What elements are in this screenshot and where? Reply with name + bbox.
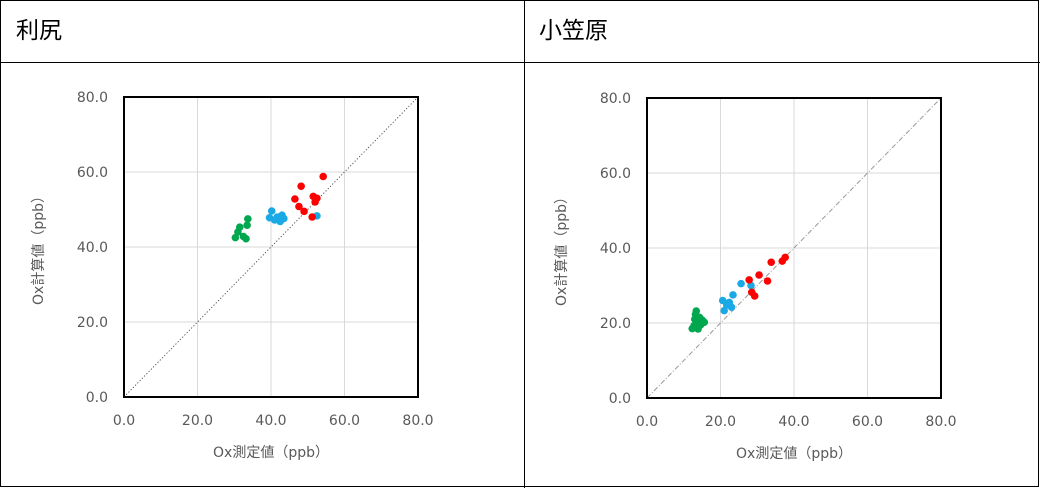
scatter-chart-ogasawara: 0.0 20.0 40.0 60.0 80.0 0.0 20.0 40.0 60.0 80.0 Ox…: [554, 91, 957, 462]
y-tick-label: 80.0: [77, 90, 108, 106]
y-tick-label: 40.0: [77, 240, 108, 256]
x-tick-label: 40.0: [778, 414, 809, 430]
x-tick-label: 60.0: [329, 413, 360, 429]
x-tick-label: 80.0: [402, 413, 433, 429]
data-point: [267, 207, 276, 215]
x-tick-label: 0.0: [113, 413, 135, 429]
data-point: [750, 292, 759, 300]
data-point: [692, 307, 701, 315]
data-point: [729, 291, 737, 299]
data-point: [745, 276, 753, 284]
y-tick-label: 0.0: [86, 390, 108, 406]
data-point: [300, 207, 308, 216]
x-tick-label: 0.0: [636, 414, 658, 430]
x-tick-label: 40.0: [255, 413, 286, 429]
y-tick-label: 40.0: [600, 241, 631, 257]
data-point: [319, 172, 327, 181]
data-point: [781, 253, 789, 262]
header-divider: [0, 62, 1040, 63]
panel-title-ogasawara: 小笠原: [539, 18, 608, 44]
column-divider: [524, 0, 525, 488]
plot-frame: [123, 96, 419, 398]
x-tick-label: 60.0: [852, 414, 883, 430]
x-tick-label: 80.0: [925, 414, 956, 430]
x-tick-label: 20.0: [182, 413, 213, 429]
y-tick-label: 20.0: [77, 315, 108, 331]
data-point: [235, 223, 244, 231]
y-tick-label: 0.0: [609, 391, 631, 407]
x-axis-title: Ox測定値（ppb）: [736, 446, 852, 462]
y-tick-label: 60.0: [77, 165, 108, 181]
data-point: [755, 271, 763, 279]
data-point: [308, 213, 316, 221]
y-tick-label: 80.0: [600, 91, 631, 107]
y-tick-label: 60.0: [600, 166, 631, 182]
panel-title-rishiri: 利尻: [16, 18, 62, 44]
y-axis-title: Ox計算値（ppb）: [554, 190, 570, 306]
data-point: [297, 182, 305, 191]
data-point: [737, 279, 745, 288]
y-axis-title: Ox計算値（ppb）: [31, 189, 47, 305]
one-to-one-line: [646, 97, 942, 399]
data-point: [242, 234, 250, 243]
data-point: [291, 195, 299, 203]
data-point: [763, 277, 772, 285]
data-point: [700, 318, 709, 327]
data-point: [243, 221, 251, 230]
data-point: [244, 215, 252, 223]
plot-frame: [646, 97, 942, 399]
data-point: [313, 194, 321, 203]
data-point: [295, 202, 303, 211]
data-point: [767, 258, 776, 267]
scatter-chart-rishiri: 0.0 20.0 40.0 60.0 80.0 0.0 20.0 40.0 60.0 80.0 Ox…: [31, 90, 434, 461]
data-point: [280, 214, 288, 223]
data-point: [727, 303, 736, 312]
x-axis-title: Ox測定値（ppb）: [213, 445, 329, 461]
y-tick-label: 20.0: [600, 316, 631, 332]
x-tick-label: 20.0: [705, 414, 736, 430]
